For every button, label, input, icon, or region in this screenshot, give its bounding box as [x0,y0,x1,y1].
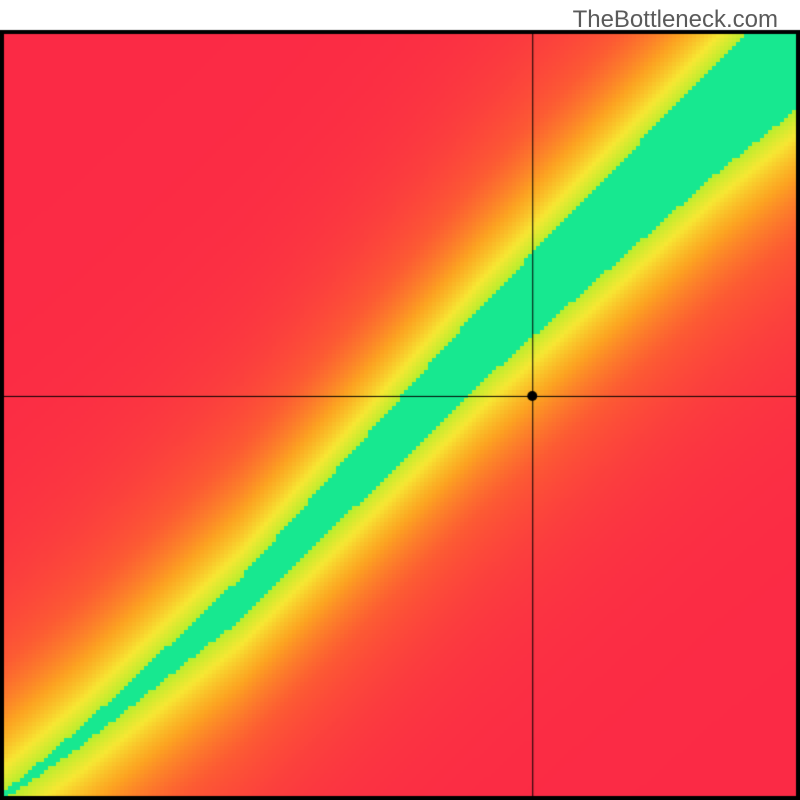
watermark-text: TheBottleneck.com [573,6,778,34]
chart-container: TheBottleneck.com [0,0,800,800]
bottleneck-heatmap-canvas [0,0,800,800]
